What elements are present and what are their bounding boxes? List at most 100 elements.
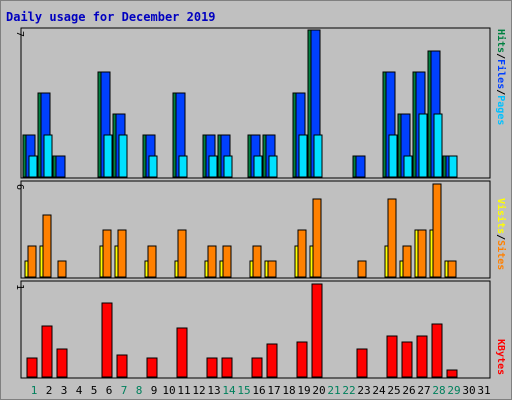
kbytes-bar [251,357,263,378]
legend-hits: Hits [495,29,507,53]
sites-bar [117,229,127,278]
sites-bar [387,198,397,278]
pages-bar [313,134,323,178]
sites-bar [417,229,427,278]
x-tick-label: 1 [31,384,38,397]
x-tick-label: 9 [151,384,158,397]
pages-bar [28,155,38,178]
x-tick-label: 22 [342,384,355,397]
kbytes-bar [356,348,368,378]
pages-bar [298,134,308,178]
files-bar [355,155,366,178]
x-tick-label: 2 [46,384,53,397]
y-max-label: 6 [14,184,25,190]
pages-bar [433,113,443,178]
kbytes-bar [401,341,413,378]
sites-bar [222,245,232,278]
kbytes-bar [431,323,443,378]
visits-sites-legend: Visits/Sites [495,198,507,270]
x-tick-label: 8 [136,384,143,397]
kbytes-bar [116,354,128,378]
x-tick-label: 29 [447,384,460,397]
legend-visits: Visits [495,198,507,234]
pages-bar [253,155,263,178]
sites-bar [252,245,262,278]
pages-bar [148,155,158,178]
pages-bar [403,155,413,178]
pages-bar [448,155,458,178]
x-tick-label: 15 [237,384,250,397]
pages-bar [268,155,278,178]
hits-files-pages-legend: Hits/Files/Pages [495,29,507,125]
files-bar [55,155,66,178]
x-tick-label: 21 [327,384,340,397]
sites-bar [267,260,277,278]
kbytes-bar [176,327,188,378]
sites-bar [102,229,112,278]
sites-bar [27,245,37,278]
kbytes-bar [56,348,68,378]
sites-bar [357,260,367,278]
x-tick-label: 12 [192,384,205,397]
kbytes-bar [266,343,278,378]
pages-bar [418,113,428,178]
kbytes-legend: KBytes [495,339,506,375]
sites-bar [42,214,52,278]
kbytes-bar [296,341,308,378]
pages-bar [208,155,218,178]
kbytes-bar [311,283,323,378]
x-tick-label: 5 [91,384,98,397]
kbytes-bar [41,325,53,378]
pages-bar [223,155,233,178]
x-tick-label: 17 [267,384,280,397]
sites-bar [207,245,217,278]
sites-bar [402,245,412,278]
kbytes-bar [101,302,113,378]
x-tick-label: 18 [282,384,295,397]
legend-files: Files [495,59,507,89]
legend-pages: Pages [495,95,506,125]
kbytes-bar [221,357,233,378]
x-tick-label: 31 [477,384,490,397]
pages-bar [388,134,398,178]
x-tick-label: 30 [462,384,475,397]
x-tick-label: 11 [177,384,190,397]
x-tick-label: 16 [252,384,265,397]
pages-bar [43,134,53,178]
x-tick-label: 3 [61,384,68,397]
x-tick-label: 26 [402,384,415,397]
sites-bar [147,245,157,278]
x-tick-label: 7 [121,384,128,397]
pages-bar [178,155,188,178]
kbytes-bar [26,357,38,378]
sites-bar [57,260,67,278]
x-axis-labels: 1 2 3 4 5 6 7 8 9 10 11 12 13 14 15 16 17 18 19 20 21 22 23 24 2… [31,384,491,397]
x-tick-label: 24 [372,384,386,397]
legend-sites: Sites [495,240,507,270]
chart-title: Daily usage for December 2019 [6,10,216,24]
pages-bar [118,134,128,178]
pages-bar [103,134,113,178]
sites-bar [297,229,307,278]
legend-kbytes: KBytes [495,339,506,375]
x-tick-label: 4 [76,384,83,397]
kbytes-bar [386,335,398,378]
kbytes-bar [446,369,458,378]
x-tick-label: 19 [297,384,310,397]
sites-bar [447,260,457,278]
sites-bar [432,183,442,278]
x-tick-label: 23 [357,384,370,397]
x-tick-label: 27 [417,384,430,397]
x-tick-label: 25 [387,384,400,397]
x-tick-label: 13 [207,384,220,397]
kbytes-bar [146,357,158,378]
y-max-label: 7 [14,31,25,37]
kbytes-bar [206,357,218,378]
x-tick-label: 28 [432,384,445,397]
kbytes-bar [416,335,428,378]
x-tick-label: 20 [312,384,325,397]
x-tick-label: 14 [222,384,236,397]
sites-bar [177,229,187,278]
